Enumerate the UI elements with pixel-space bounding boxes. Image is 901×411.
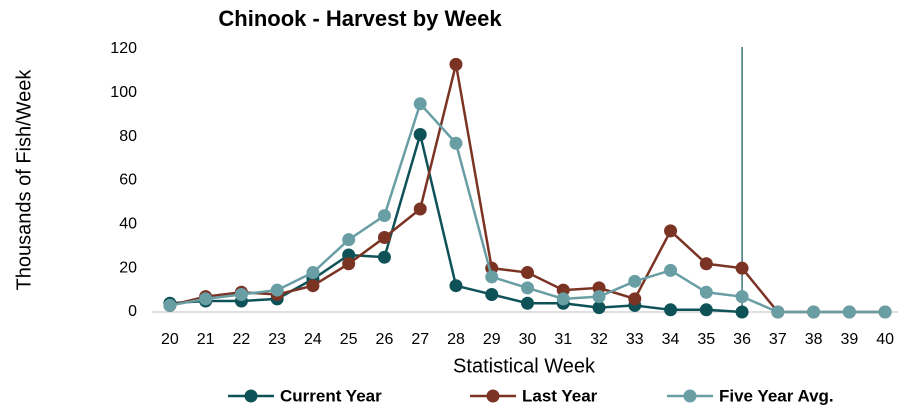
x-tick-label: 32: [590, 331, 608, 348]
y-axis-title: Thousands of Fish/Week: [13, 69, 35, 291]
y-tick-label: 100: [110, 84, 137, 101]
x-tick-label: 28: [447, 331, 465, 348]
y-tick-label: 120: [110, 40, 137, 57]
point: [377, 230, 391, 244]
point: [377, 250, 391, 264]
legend-label: Current Year: [280, 386, 382, 405]
point: [521, 296, 534, 310]
series-line: [169, 101, 886, 314]
x-tick-label: 25: [340, 331, 358, 348]
x-tick-label: 40: [876, 331, 894, 348]
point: [413, 127, 427, 141]
y-tick-label: 0: [128, 303, 137, 320]
point: [449, 57, 463, 71]
point: [413, 97, 427, 111]
legend-marker: [486, 389, 500, 403]
legend-label: Five Year Avg.: [719, 386, 834, 405]
point: [449, 279, 463, 293]
point: [842, 305, 856, 319]
y-tick-label: 40: [119, 216, 137, 233]
point: [449, 136, 463, 150]
legend-marker: [683, 389, 697, 403]
point: [342, 233, 356, 247]
point: [163, 298, 177, 312]
y-tick-label: 60: [119, 172, 137, 189]
point: [735, 305, 749, 319]
legend-label: Last Year: [522, 386, 598, 405]
x-tick-label: 29: [483, 331, 501, 348]
point: [664, 303, 678, 317]
x-tick-label: 21: [197, 331, 215, 348]
x-tick-label: 38: [805, 331, 823, 348]
x-tick-label: 23: [268, 331, 286, 348]
point: [592, 301, 606, 315]
x-tick-label: 20: [161, 331, 179, 348]
point: [521, 266, 534, 280]
x-tick-label: 37: [769, 331, 787, 348]
point: [807, 305, 821, 319]
chart-title: Chinook - Harvest by Week: [218, 6, 502, 31]
x-axis-title: Statistical Week: [453, 355, 596, 377]
x-tick-label: 27: [411, 331, 429, 348]
point: [342, 257, 356, 271]
x-tick-label: 34: [662, 331, 680, 348]
x-tick-label: 33: [626, 331, 644, 348]
legend-marker: [244, 389, 258, 403]
x-tick-label: 36: [733, 331, 751, 348]
x-tick-label: 26: [376, 331, 394, 348]
x-tick-label: 24: [304, 331, 322, 348]
point: [664, 224, 678, 238]
x-tick-label: 31: [554, 331, 572, 348]
point: [377, 209, 391, 223]
point: [628, 292, 642, 306]
x-tick-label: 39: [840, 331, 858, 348]
point: [628, 274, 642, 288]
point: [234, 287, 248, 301]
x-tick-label: 22: [233, 331, 251, 348]
point: [664, 263, 678, 277]
point: [699, 303, 713, 317]
x-tick-label: 35: [697, 331, 715, 348]
point: [735, 290, 749, 304]
point: [270, 283, 284, 297]
point: [556, 292, 570, 306]
x-tick-label: 30: [519, 331, 537, 348]
point: [699, 285, 713, 299]
point: [878, 305, 892, 319]
point: [735, 261, 749, 275]
point: [699, 257, 713, 271]
point: [306, 266, 320, 280]
point: [199, 292, 213, 306]
y-tick-label: 20: [119, 259, 137, 276]
point: [485, 270, 499, 284]
point: [521, 281, 534, 295]
point: [413, 202, 427, 216]
point: [592, 290, 606, 304]
point: [771, 305, 785, 319]
point: [306, 279, 320, 293]
y-tick-label: 80: [119, 128, 137, 145]
point: [485, 287, 499, 301]
